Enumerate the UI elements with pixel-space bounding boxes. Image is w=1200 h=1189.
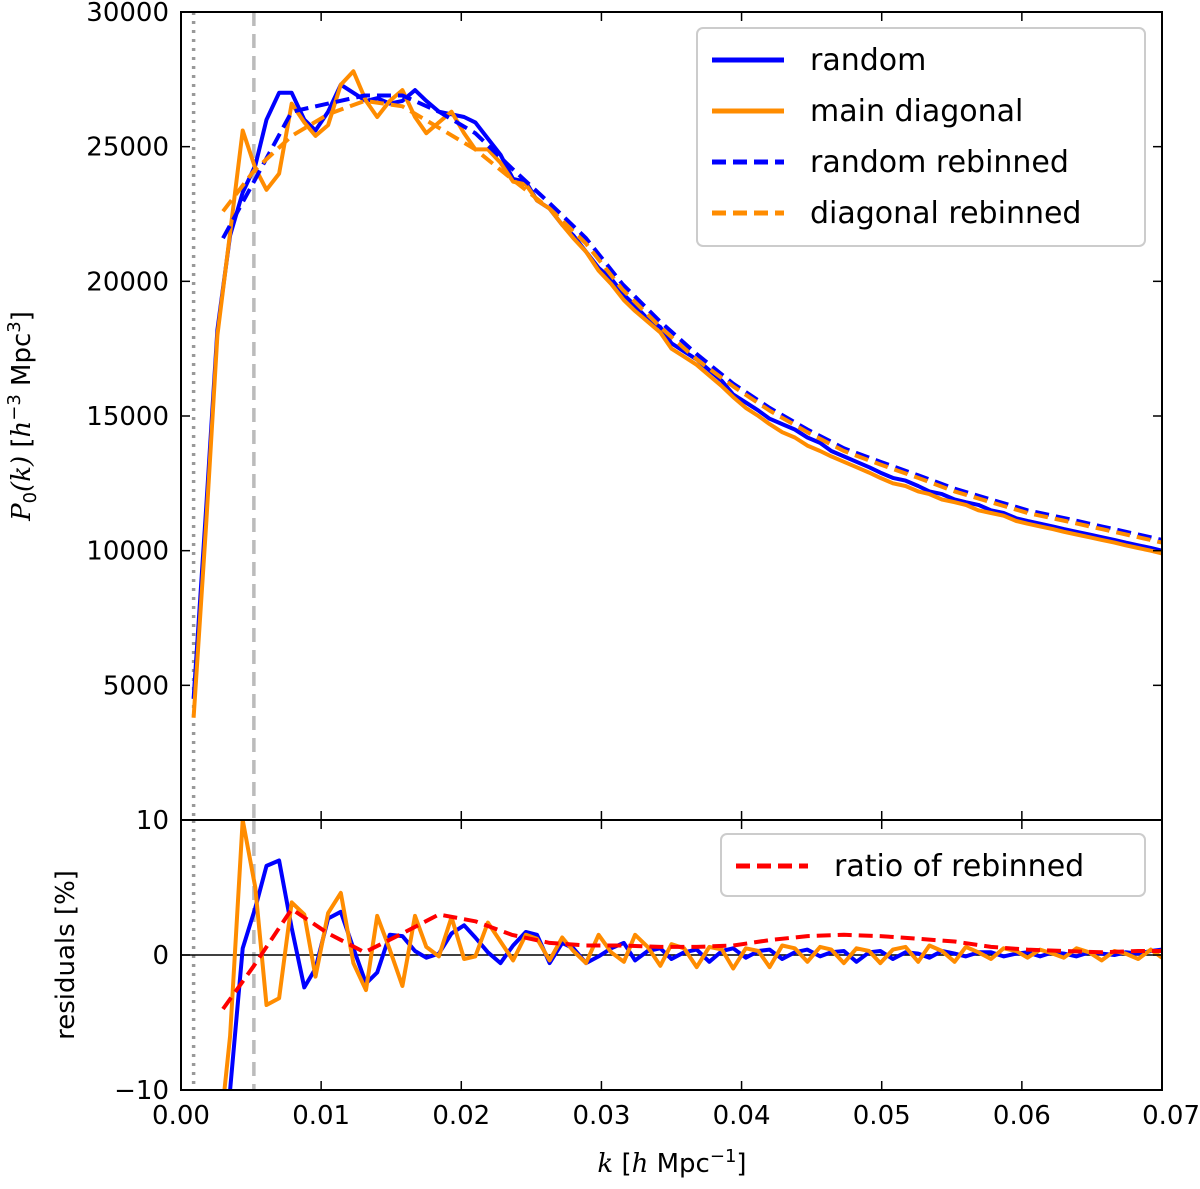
- x-tick-label: 0.07: [1142, 1101, 1200, 1131]
- top-legend: random main diagonal random rebinned dia…: [696, 27, 1146, 247]
- bottom-legend: ratio of rebinned: [720, 833, 1146, 897]
- top-y-axis-label: P0(k) [h−3 Mpc3]: [4, 311, 41, 522]
- top-y-ticks: 5000 10000 15000 20000 25000 30000: [86, 0, 1163, 820]
- top-series: [191, 69, 1162, 718]
- top-panel: 5000 10000 15000 20000 25000 30000 P0(k) [h−3…: [4, 0, 1163, 821]
- bottom-y-ticks: −10 0 10: [114, 806, 1162, 1106]
- top-series-diagonal-rebinned: [221, 98, 1162, 545]
- bottom-y-axis-label: residuals [%]: [51, 870, 81, 1040]
- x-tick-label: 0.03: [572, 1101, 630, 1131]
- legend-label-main-diagonal: main diagonal: [810, 94, 1023, 129]
- top-y-tick-label: 30000: [86, 0, 169, 28]
- bottom-x-ticks: 0.00 0.01 0.02 0.03 0.04 0.05 0.06 0.07: [152, 820, 1200, 1131]
- legend-label-random: random: [810, 43, 926, 78]
- x-axis-label: k [h Mpc−1]: [597, 1146, 746, 1179]
- legend-label-diagonal-rebinned: diagonal rebinned: [810, 196, 1081, 231]
- x-tick-label: 0.05: [853, 1101, 911, 1131]
- x-tick-label: 0.01: [292, 1101, 350, 1131]
- top-vlines: [191, 12, 256, 820]
- top-y-tick-label: 5000: [103, 671, 169, 701]
- bottom-series: [221, 820, 1162, 1090]
- bottom-legend-box: [720, 833, 1146, 897]
- top-y-tick-label: 10000: [86, 537, 169, 567]
- top-y-tick-label: 20000: [86, 267, 169, 297]
- top-series-random-rebinned: [221, 93, 1162, 542]
- bottom-y-tick-label: −10: [114, 1076, 169, 1106]
- x-tick-label: 0.06: [993, 1101, 1051, 1131]
- top-y-tick-label: 25000: [86, 133, 169, 163]
- legend-label-random-rebinned: random rebinned: [810, 145, 1069, 180]
- bottom-series-ratio-of-rebinned: [221, 907, 1162, 1011]
- top-series-random: [191, 82, 1162, 699]
- top-legend-box: [696, 27, 1146, 247]
- x-tick-label: 0.02: [432, 1101, 490, 1131]
- legend-label-ratio-of-rebinned: ratio of rebinned: [834, 849, 1084, 884]
- top-series-main-diagonal: [191, 69, 1162, 718]
- bottom-y-tick-label: 0: [152, 941, 169, 971]
- top-y-tick-label: 15000: [86, 402, 169, 432]
- x-tick-label: 0.00: [152, 1101, 210, 1131]
- x-tick-label: 0.04: [713, 1101, 771, 1131]
- bottom-series-random-residual: [228, 858, 1162, 1090]
- bottom-y-tick-label: 10: [136, 806, 169, 836]
